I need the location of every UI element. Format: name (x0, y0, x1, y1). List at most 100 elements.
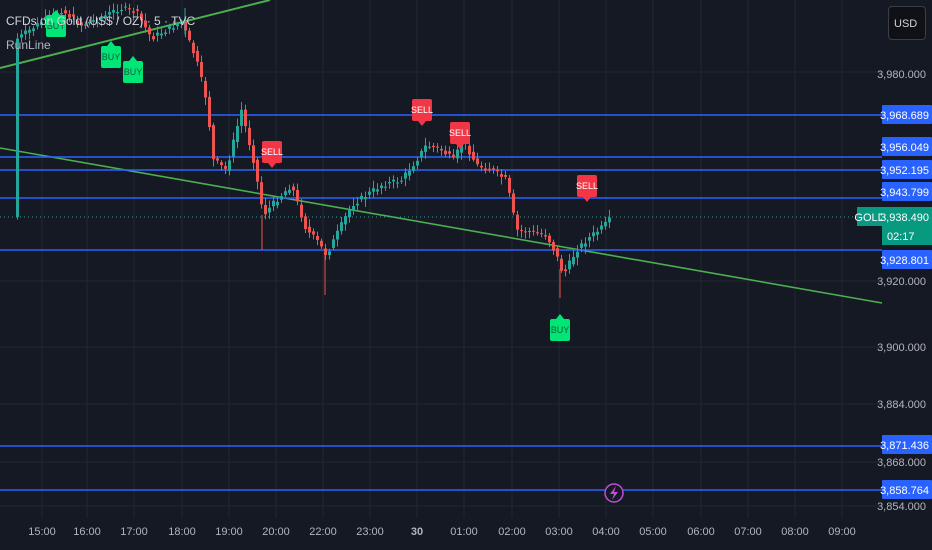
time-tick: 16:00 (73, 526, 101, 538)
level-badge-text: 3,871.436 (880, 440, 929, 452)
time-tick: 07:00 (734, 526, 762, 538)
level-badge-text: 3,928.801 (880, 255, 929, 267)
candle-body (588, 237, 591, 241)
candle-body (120, 9, 123, 11)
candle-body (20, 34, 23, 38)
candle-body (360, 195, 363, 200)
sell-signal-marker[interactable]: SELL (576, 175, 598, 202)
price-axis[interactable]: 3,980.000 3,920.000 3,900.000 3,884.000 … (877, 69, 926, 513)
candle-body (256, 159, 259, 182)
candle-body (232, 139, 235, 157)
candle-body (376, 189, 379, 192)
candle-body (540, 233, 543, 235)
candle-body (172, 28, 175, 30)
sell-signal-marker[interactable]: SELL (449, 122, 471, 149)
candle-body (344, 216, 347, 225)
candle-body (196, 50, 199, 62)
candle-body (508, 177, 511, 193)
candle-body (100, 17, 103, 20)
candle-body (240, 109, 243, 126)
candle-body (604, 221, 607, 227)
candle-body (276, 201, 279, 206)
time-tick: 05:00 (639, 526, 667, 538)
time-tick: 03:00 (545, 526, 573, 538)
candle-body (156, 32, 159, 36)
candle-body (84, 24, 87, 26)
candle-body (452, 154, 455, 158)
signal-label: SELL (261, 147, 283, 157)
time-tick: 17:00 (120, 526, 148, 538)
candle-body (204, 80, 207, 98)
trend-line-lower[interactable] (0, 147, 883, 304)
sell-signal-marker[interactable]: SELL (261, 141, 283, 168)
candle-body (560, 258, 563, 271)
candle-body (340, 222, 343, 232)
sell-signal-marker[interactable]: SELL (411, 99, 433, 126)
candle-body (596, 231, 599, 235)
candle-body (456, 149, 459, 159)
candle-body (104, 15, 107, 18)
candle-body (128, 8, 131, 10)
lightning-icon[interactable] (604, 483, 624, 503)
candle-body (160, 33, 163, 36)
candle-body (112, 9, 115, 13)
time-tick: 06:00 (687, 526, 715, 538)
candle-body (436, 146, 439, 148)
candle-body (140, 13, 143, 21)
level-badge-text: 3,956.049 (880, 142, 929, 154)
level-badge (882, 182, 932, 201)
time-axis[interactable]: 15:00 16:00 17:00 18:00 19:00 20:00 22:0… (28, 526, 856, 538)
candle-body (608, 217, 611, 223)
candle-body (480, 165, 483, 168)
price-badge (882, 207, 932, 245)
candle-body (148, 27, 151, 35)
time-tick: 02:00 (498, 526, 526, 538)
candle-body (144, 20, 147, 28)
time-tick: 09:00 (828, 526, 856, 538)
candle-body (44, 16, 47, 21)
buy-signal-marker[interactable]: BUY (550, 314, 570, 341)
candle-body (532, 230, 535, 232)
candle-body (564, 269, 567, 272)
candle-body (16, 38, 19, 217)
currency-button[interactable]: USD (888, 6, 926, 40)
buy-signal-marker[interactable]: BUY (101, 41, 121, 68)
candle-body (484, 168, 487, 171)
candle-body (372, 188, 375, 192)
candle-body (40, 22, 43, 26)
candle-body (208, 96, 211, 128)
indicator-label[interactable]: RunLine (6, 38, 51, 52)
trend-line-upper[interactable] (0, 0, 271, 69)
candle-body (556, 248, 559, 257)
candle-body (488, 168, 491, 171)
time-tick: 04:00 (592, 526, 620, 538)
buy-signal-marker[interactable]: BUY (46, 10, 66, 37)
time-tick-day: 30 (411, 526, 423, 538)
candle-body (392, 179, 395, 182)
candle-body (412, 166, 415, 171)
candle-body (216, 158, 219, 161)
candle-body (408, 170, 411, 176)
candle-body (76, 20, 79, 25)
candle-body (316, 236, 319, 241)
level-badge (882, 160, 932, 179)
candle-body (520, 229, 523, 231)
candle-body (324, 248, 327, 255)
candle-body (236, 125, 239, 142)
candle-body (284, 191, 287, 196)
candle-body (504, 175, 507, 177)
candle-body (272, 200, 275, 207)
candle-body (220, 162, 223, 165)
signal-label: SELL (411, 105, 433, 115)
level-badge-text: 3,952.195 (880, 165, 929, 177)
candle-body (576, 251, 579, 258)
candle-body (428, 146, 431, 148)
candle-body (396, 182, 399, 184)
candle-body (248, 127, 251, 146)
buy-signal-marker[interactable]: BUY (123, 56, 143, 83)
candle-body (188, 30, 191, 41)
candle-body (352, 205, 355, 211)
